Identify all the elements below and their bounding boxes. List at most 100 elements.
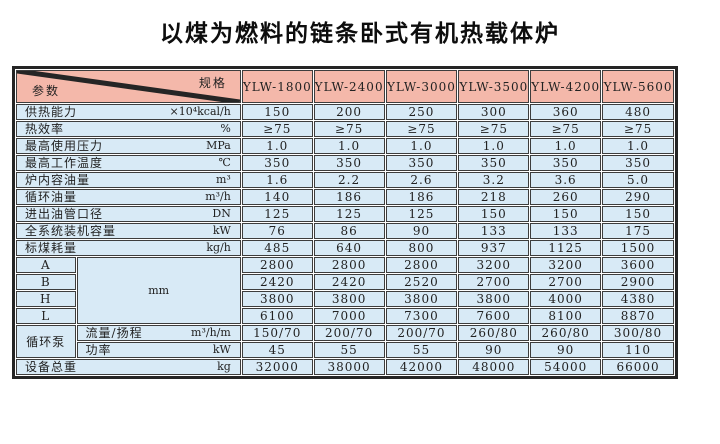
table-row: 供热能力 ×10⁴kcal/h 150 200 250 300 360 480 — [16, 104, 674, 120]
diagonal-divider-line — [17, 71, 240, 102]
table-row: 最高使用压力 MPa 1.0 1.0 1.0 1.0 1.0 1.0 — [16, 138, 674, 154]
corner-spec-label: 规格 — [198, 76, 227, 90]
value-cell: 6100 — [241, 308, 313, 324]
param-label-cell: 最高工作温度 ℃ — [16, 155, 241, 171]
table-row: 功率 kW 45 55 55 90 90 110 — [16, 342, 674, 358]
value-cell: 350 — [458, 155, 530, 171]
dimension-unit-cell: mm — [76, 257, 241, 324]
model-header: YLW-3000 — [385, 70, 458, 103]
table-row: L 6100 7000 7300 7600 8100 8870 — [16, 308, 674, 324]
value-cell: 350 — [530, 155, 602, 171]
row-label: 最高工作温度 — [25, 156, 104, 170]
value-cell: 125 — [313, 206, 385, 222]
value-cell: 3800 — [241, 291, 313, 307]
row-label: 循环油量 — [25, 190, 78, 204]
row-unit: kW — [212, 343, 231, 356]
row-unit: m³/h — [205, 190, 231, 203]
value-cell: 55 — [385, 342, 458, 358]
value-cell: 186 — [313, 189, 385, 205]
value-cell: 45 — [241, 342, 313, 358]
value-cell: 290 — [602, 189, 674, 205]
dimension-letter-cell: L — [16, 308, 76, 324]
value-cell: ≥75 — [602, 121, 674, 137]
row-unit: ×10⁴kcal/h — [169, 105, 231, 118]
corner-cell: 规格 参数 — [16, 70, 241, 103]
value-cell: 360 — [530, 104, 602, 120]
value-cell: 640 — [313, 240, 385, 256]
value-cell: 140 — [241, 189, 313, 205]
value-cell: 250 — [385, 104, 458, 120]
row-unit: % — [220, 122, 231, 135]
value-cell: 1125 — [530, 240, 602, 256]
value-cell: 125 — [241, 206, 313, 222]
dimension-letter-cell: A — [16, 257, 76, 273]
value-cell: 90 — [530, 342, 602, 358]
param-label-cell: 进出油管口径 DN — [16, 206, 241, 222]
value-cell: 7300 — [385, 308, 458, 324]
value-cell: 3200 — [530, 257, 602, 273]
model-header: YLW-1800 — [241, 70, 313, 103]
param-label-cell: 炉内容油量 m³ — [16, 172, 241, 188]
model-header: YLW-5600 — [602, 70, 674, 103]
value-cell: 42000 — [385, 359, 458, 375]
value-cell: 150 — [602, 206, 674, 222]
value-cell: 200/70 — [313, 325, 385, 341]
value-cell: 2700 — [458, 274, 530, 290]
value-cell: 1.0 — [313, 138, 385, 154]
value-cell: 90 — [458, 342, 530, 358]
model-header: YLW-3500 — [458, 70, 530, 103]
table-row: 进出油管口径 DN 125 125 125 150 150 150 — [16, 206, 674, 222]
value-cell: 150/70 — [241, 325, 313, 341]
row-label: 流量/扬程 — [85, 326, 143, 340]
param-label-cell: 最高使用压力 MPa — [16, 138, 241, 154]
value-cell: ≥75 — [458, 121, 530, 137]
model-header: YLW-2400 — [313, 70, 385, 103]
value-cell: 186 — [385, 189, 458, 205]
value-cell: 2420 — [313, 274, 385, 290]
row-label: 全系统装机容量 — [25, 224, 117, 238]
value-cell: 350 — [602, 155, 674, 171]
row-unit: kg/h — [206, 241, 231, 254]
value-cell: 1.6 — [241, 172, 313, 188]
value-cell: 86 — [313, 223, 385, 239]
value-cell: 300/80 — [602, 325, 674, 341]
value-cell: 350 — [241, 155, 313, 171]
value-cell: 3200 — [458, 257, 530, 273]
dimension-letter-cell: B — [16, 274, 76, 290]
row-label: 设备总重 — [25, 360, 78, 374]
value-cell: 2.2 — [313, 172, 385, 188]
model-header: YLW-4200 — [530, 70, 602, 103]
table-row: 设备总重 kg 32000 38000 42000 48000 54000 66000 — [16, 359, 674, 375]
value-cell: 2800 — [385, 257, 458, 273]
value-cell: 8870 — [602, 308, 674, 324]
value-cell: 937 — [458, 240, 530, 256]
value-cell: 485 — [241, 240, 313, 256]
row-unit: m³/h/m — [191, 326, 231, 339]
value-cell: 150 — [530, 206, 602, 222]
row-unit: kW — [212, 224, 231, 237]
spec-table: 规格 参数 YLW-1800 YLW-2400 YLW-3000 YLW-3500 YL… — [12, 66, 678, 379]
param-label-cell: 全系统装机容量 kW — [16, 223, 241, 239]
value-cell: ≥75 — [313, 121, 385, 137]
row-label: 热效率 — [25, 122, 65, 136]
value-cell: 66000 — [602, 359, 674, 375]
value-cell: 32000 — [241, 359, 313, 375]
table-row: H 3800 3800 3800 3800 4000 4380 — [16, 291, 674, 307]
value-cell: 200/70 — [385, 325, 458, 341]
param-label-cell: 循环油量 m³/h — [16, 189, 241, 205]
table-row: B 2420 2420 2520 2700 2700 2900 — [16, 274, 674, 290]
value-cell: 150 — [241, 104, 313, 120]
value-cell: 55 — [313, 342, 385, 358]
value-cell: 76 — [241, 223, 313, 239]
value-cell: 480 — [602, 104, 674, 120]
value-cell: 8100 — [530, 308, 602, 324]
value-cell: 3.2 — [458, 172, 530, 188]
dimension-letter-cell: H — [16, 291, 76, 307]
row-unit: kg — [217, 360, 231, 373]
value-cell: 1.0 — [458, 138, 530, 154]
value-cell: 2700 — [530, 274, 602, 290]
value-cell: 4380 — [602, 291, 674, 307]
value-cell: 200 — [313, 104, 385, 120]
page: 以煤为燃料的链条卧式有机热载体炉 规格 参数 YLW-1800 YLW-2400 Y… — [0, 14, 720, 379]
row-label: 功率 — [85, 343, 112, 357]
